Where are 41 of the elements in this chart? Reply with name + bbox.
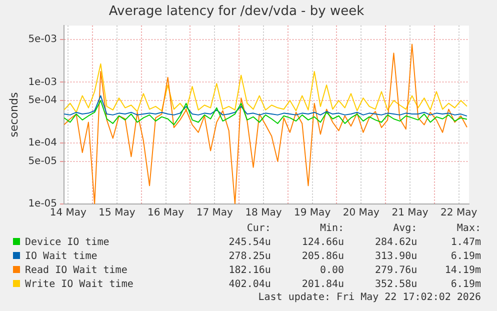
y-tick-label: 1e-04: [28, 138, 58, 149]
text: 284.62u: [374, 236, 418, 250]
text: 1.47m: [450, 236, 482, 250]
legend-label: Write IO Wait time: [24, 278, 134, 292]
text: 402.04u: [228, 278, 272, 292]
text: 245.54u: [228, 236, 272, 250]
legend-label: Device IO time: [24, 236, 110, 250]
y-tick-label: 5e-05: [28, 156, 58, 168]
x-tick-label: 20 May: [342, 208, 380, 219]
legend-label: Read IO Wait time: [24, 264, 128, 278]
text: 201.84u: [300, 278, 346, 292]
text: 6.19m: [450, 250, 482, 264]
text: 278.25u: [228, 250, 272, 264]
text: 205.86u: [300, 250, 346, 264]
text: Avg:: [392, 222, 418, 236]
x-tick-label: 22 May: [440, 208, 478, 219]
text: Min:: [318, 222, 346, 236]
text: 182.16u: [228, 264, 272, 278]
y-tick-label: 1e-03: [28, 76, 58, 88]
text: 0.00: [318, 264, 346, 278]
x-tick-label: 21 May: [392, 208, 428, 219]
x-tick-label: 16 May: [148, 208, 184, 219]
text: 313.90u: [374, 250, 418, 264]
text: 352.58u: [374, 278, 418, 292]
text: Cur:: [246, 222, 272, 236]
x-tick-label: 17 May: [196, 208, 234, 219]
text: Max:: [456, 222, 482, 236]
x-tick-label: 14 May: [50, 208, 86, 219]
text: 14.19m: [444, 264, 482, 278]
chart-title: Average latency for /dev/vda - by week: [108, 4, 365, 20]
y-axis-title: seconds: [7, 92, 20, 138]
text: 6.19m: [450, 278, 482, 292]
x-tick-label: 18 May: [245, 208, 282, 219]
text: 124.66u: [300, 236, 346, 250]
y-tick-label: 5e-03: [28, 34, 58, 46]
y-tick-label: 5e-04: [28, 95, 58, 106]
x-tick-label: 15 May: [98, 208, 136, 219]
x-tick-label: 19 May: [294, 208, 331, 219]
text: Last update: Fri May 22 17:02:02 2026: [257, 292, 482, 304]
text: 279.76u: [374, 264, 418, 278]
legend-label: IO Wait time: [24, 250, 98, 264]
